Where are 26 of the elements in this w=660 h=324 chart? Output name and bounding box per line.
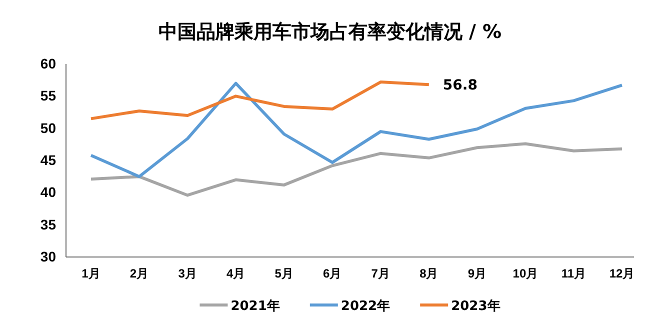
annotation: 56.8 <box>442 78 478 94</box>
legend-label: 2021年 <box>230 299 280 314</box>
legend-label: 2022年 <box>340 299 390 314</box>
line-series <box>90 80 430 120</box>
x-tick-label: 9月 <box>468 266 487 281</box>
x-tick-label: 6月 <box>323 266 342 281</box>
x-tick-label: 5月 <box>274 266 294 281</box>
x-tick-label: 11月 <box>561 266 586 281</box>
legend-label: 2023年 <box>451 299 500 314</box>
y-tick-label: 30 <box>40 248 56 264</box>
x-tick-label: 4月 <box>226 266 246 281</box>
x-tick-label: 12月 <box>609 266 635 281</box>
x-tick-label: 2月 <box>130 266 149 281</box>
x-tick-label: 7月 <box>371 266 390 281</box>
y-tick-label: 45 <box>40 152 56 168</box>
line-series <box>90 142 624 197</box>
y-tick-label: 40 <box>40 184 56 200</box>
x-tick-label: 10月 <box>512 266 538 281</box>
x-tick-label: 3月 <box>178 266 197 281</box>
y-tick-label: 60 <box>40 55 56 72</box>
y-tick-label: 50 <box>40 120 56 136</box>
chart-title: 中国品牌乘用车市场占有率变化情况 / % <box>158 21 502 43</box>
y-tick-label: 35 <box>40 216 56 232</box>
x-tick-label: 1月 <box>82 266 100 281</box>
x-tick-label: 8月 <box>420 266 438 281</box>
y-tick-label: 55 <box>40 88 56 104</box>
